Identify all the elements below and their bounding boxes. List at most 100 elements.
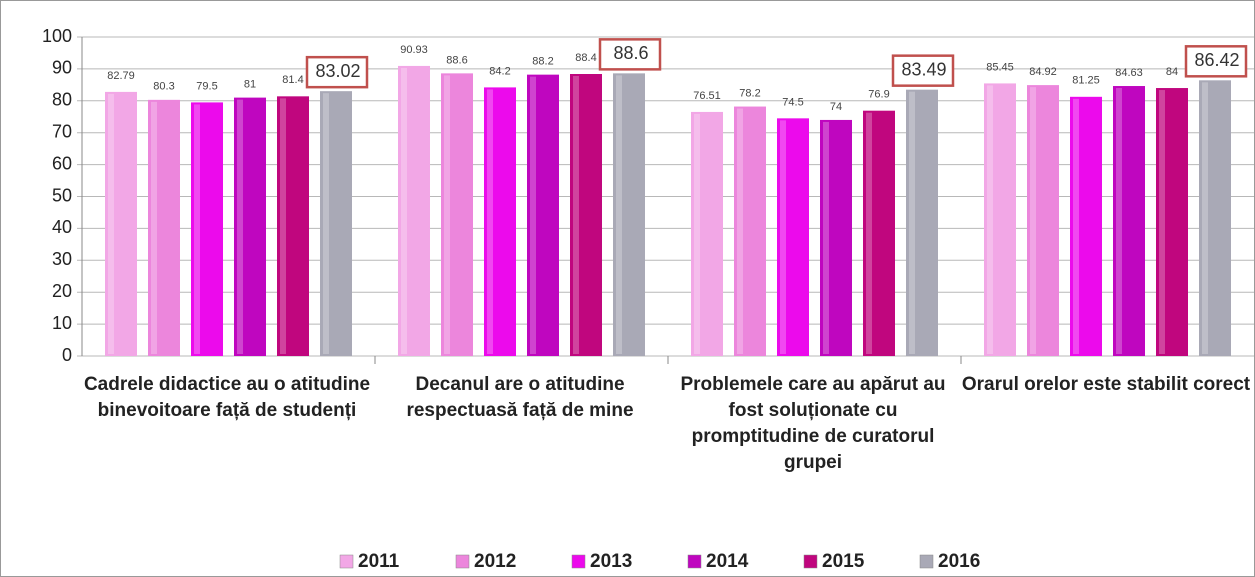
- bar: [105, 91, 137, 356]
- bar: [906, 89, 938, 356]
- data-label: 88.4: [575, 52, 596, 64]
- y-tick-label: 100: [42, 26, 72, 46]
- label-box: [598, 38, 662, 71]
- bar: [734, 106, 766, 357]
- bar-highlight: [237, 99, 243, 354]
- bar: [1156, 88, 1188, 356]
- y-tick-label: 20: [52, 281, 72, 301]
- bar: [613, 73, 645, 356]
- bar-highlight: [616, 75, 622, 354]
- bar-highlight: [1030, 87, 1036, 355]
- x-tick-label: Problemele care au apărut au fost soluți…: [680, 374, 946, 473]
- legend-label: 2015: [822, 551, 865, 572]
- bar: [191, 102, 223, 357]
- bar: [1199, 80, 1231, 357]
- label-box: [1184, 45, 1248, 78]
- bar: [1113, 86, 1145, 356]
- bar: [691, 111, 723, 356]
- bar-highlight: [737, 108, 743, 355]
- bar-highlight: [444, 75, 450, 354]
- x-tick-label: Orarul orelor este stabilit corect: [961, 374, 1251, 395]
- data-label: 83.49: [901, 59, 946, 79]
- bar: [277, 96, 309, 357]
- y-tick-label: 50: [52, 185, 72, 205]
- data-label: 84.2: [489, 65, 510, 77]
- y-tick-label: 80: [52, 90, 72, 110]
- bar-highlight: [987, 85, 993, 355]
- bar-highlight: [909, 91, 915, 354]
- bar: [234, 97, 266, 357]
- y-tick-label: 10: [52, 313, 72, 333]
- bar-highlight: [1202, 82, 1208, 355]
- data-label: 76.51: [693, 90, 721, 102]
- data-label: 76.9: [868, 89, 889, 101]
- y-tick-label: 40: [52, 217, 72, 237]
- bar: [398, 65, 430, 357]
- data-label: 81.4: [282, 74, 303, 86]
- legend-label: 2012: [474, 551, 516, 572]
- bar: [320, 91, 352, 356]
- data-label: 83.02: [315, 61, 360, 81]
- bar-highlight: [280, 98, 286, 354]
- bar: [570, 74, 602, 356]
- data-label: 80.3: [153, 81, 174, 93]
- bar: [148, 99, 180, 356]
- data-label: 86.42: [1194, 50, 1239, 70]
- data-label: 84: [1166, 66, 1178, 78]
- bar-highlight: [151, 101, 157, 354]
- bar-highlight: [1159, 90, 1165, 354]
- data-label: 82.79: [107, 70, 135, 82]
- data-label: 78.2: [739, 87, 760, 99]
- bar-highlight: [1073, 98, 1079, 354]
- y-tick-label: 70: [52, 121, 72, 141]
- y-tick-label: 0: [62, 345, 72, 365]
- bar: [527, 74, 559, 356]
- data-label: 74.5: [782, 96, 803, 108]
- bar-highlight: [108, 93, 114, 354]
- data-label: 79.5: [196, 80, 217, 92]
- data-label: 84.63: [1115, 67, 1143, 79]
- bar: [441, 73, 473, 356]
- y-tick-label: 90: [52, 58, 72, 78]
- legend-swatch: [455, 554, 470, 569]
- bar-highlight: [487, 89, 493, 354]
- bar: [863, 110, 895, 357]
- data-label: 74: [830, 101, 842, 113]
- bar: [1027, 85, 1059, 357]
- x-tick-label: Decanul are o atitudine respectuasă față…: [406, 374, 634, 421]
- data-label: 88.6: [613, 43, 648, 63]
- bar-highlight: [866, 112, 872, 355]
- bar-highlight: [823, 121, 829, 354]
- data-label: 85.45: [986, 61, 1014, 73]
- y-tick-label: 60: [52, 153, 72, 173]
- bar-highlight: [1116, 88, 1122, 354]
- data-label: 84.92: [1029, 66, 1057, 78]
- legend-label: 2013: [590, 551, 632, 572]
- bar-highlight: [780, 120, 786, 354]
- legend-label: 2011: [358, 551, 400, 572]
- bar: [484, 87, 516, 356]
- legend-swatch: [919, 554, 934, 569]
- legend-swatch: [803, 554, 818, 569]
- data-label: 88.2: [532, 56, 553, 68]
- bar: [1070, 96, 1102, 356]
- y-tick-label: 30: [52, 249, 72, 269]
- bar-highlight: [694, 113, 700, 354]
- legend-swatch: [339, 554, 354, 569]
- bar-highlight: [401, 67, 407, 355]
- data-label: 88.6: [446, 54, 467, 66]
- data-label: 90.93: [400, 44, 428, 56]
- bar-highlight: [573, 76, 579, 354]
- bar: [777, 118, 809, 356]
- legend-label: 2016: [938, 551, 980, 572]
- label-box: [305, 55, 369, 89]
- label-box: [891, 54, 955, 87]
- bar-highlight: [530, 76, 536, 354]
- bar: [820, 119, 852, 356]
- legend-label: 2014: [706, 551, 749, 572]
- bar-highlight: [194, 104, 200, 355]
- data-label: 81: [244, 79, 256, 91]
- data-label: 81.25: [1072, 75, 1100, 87]
